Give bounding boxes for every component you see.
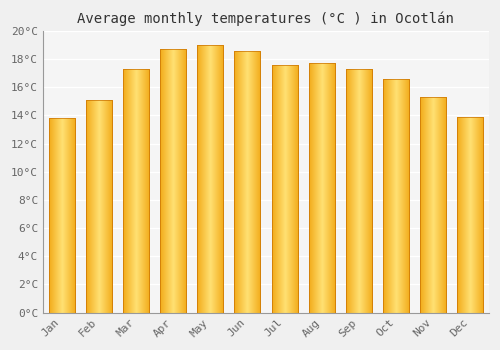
Title: Average monthly temperatures (°C ) in Ocotlán: Average monthly temperatures (°C ) in Oc… [78,11,454,26]
